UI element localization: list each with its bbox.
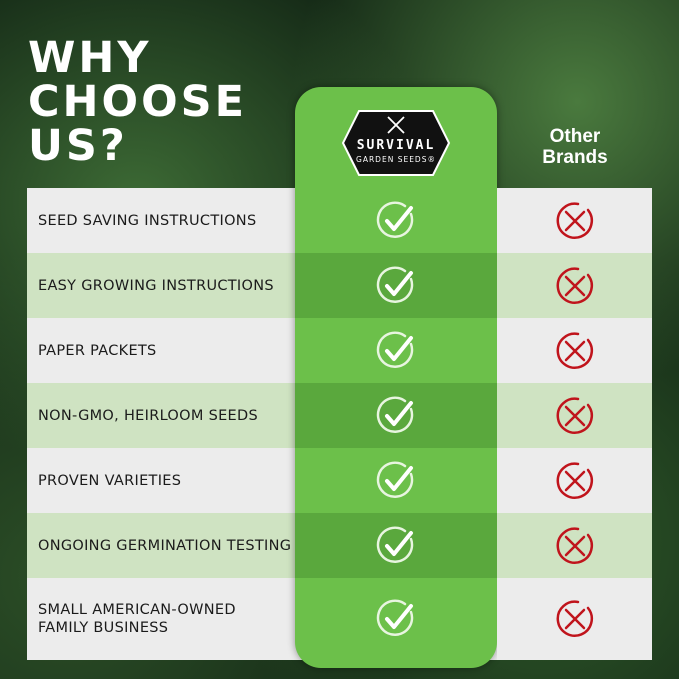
brand-subname: GARDEN SEEDS®: [356, 155, 436, 164]
cross-icon: [497, 253, 652, 318]
other-line: Other: [549, 126, 601, 147]
cross-icon: [497, 318, 652, 383]
brand-column: SURVIVAL GARDEN SEEDS®: [295, 87, 497, 668]
check-icon: [295, 513, 497, 578]
cross-icon: [497, 448, 652, 513]
cross-icon: [497, 383, 652, 448]
check-icon: [295, 578, 497, 660]
feature-label: PROVEN VARIETIES: [38, 472, 182, 489]
other-line: Brands: [542, 147, 608, 168]
title-line: US?: [28, 121, 128, 171]
cross-icon: [497, 513, 652, 578]
title-line: CHOOSE: [28, 77, 247, 127]
other-brands-header: Other Brands: [520, 126, 630, 168]
feature-label: NON-GMO, HEIRLOOM SEEDS: [38, 407, 258, 424]
title-line: WHY: [28, 33, 152, 83]
feature-label: SMALL AMERICAN-OWNED FAMILY BUSINESS: [38, 602, 236, 636]
check-icon: [295, 383, 497, 448]
check-icon: [295, 318, 497, 383]
brand-logo: SURVIVAL GARDEN SEEDS®: [341, 110, 451, 176]
feature-label: EASY GROWING INSTRUCTIONS: [38, 277, 274, 294]
feature-label: PAPER PACKETS: [38, 342, 157, 359]
feature-label: ONGOING GERMINATION TESTING: [38, 537, 292, 554]
brand-name: SURVIVAL: [357, 138, 436, 153]
cross-icon: [497, 578, 652, 660]
check-icon: [295, 188, 497, 253]
check-icon: [295, 253, 497, 318]
check-icon: [295, 448, 497, 513]
feature-label: SEED SAVING INSTRUCTIONS: [38, 212, 257, 229]
cross-icon: [497, 188, 652, 253]
page-title: WHY CHOOSE US?: [28, 36, 247, 168]
